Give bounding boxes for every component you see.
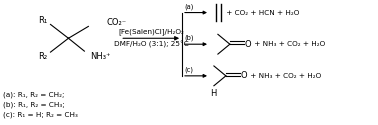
Text: CO₂⁻: CO₂⁻	[106, 18, 126, 27]
Text: (a): R₁, R₂ = CH₂;: (a): R₁, R₂ = CH₂;	[3, 92, 64, 98]
Text: (b): (b)	[184, 35, 194, 41]
Text: R₂: R₂	[38, 52, 47, 61]
Text: + NH₃ + CO₂ + H₂O: + NH₃ + CO₂ + H₂O	[252, 41, 325, 47]
Text: (c): R₁ = H; R₂ = CH₃: (c): R₁ = H; R₂ = CH₃	[3, 112, 77, 118]
Text: + CO₂ + HCN + H₂O: + CO₂ + HCN + H₂O	[224, 10, 299, 16]
Text: (b): R₁, R₂ = CH₃;: (b): R₁, R₂ = CH₃;	[3, 102, 64, 108]
Text: O: O	[241, 71, 248, 80]
Text: (c): (c)	[184, 66, 193, 73]
Text: (a): (a)	[184, 3, 194, 10]
Text: R₁: R₁	[38, 16, 47, 25]
Text: [Fe(Salen)Cl]/H₂O₂: [Fe(Salen)Cl]/H₂O₂	[118, 28, 184, 35]
Text: DMF/H₂O (3:1); 25°C: DMF/H₂O (3:1); 25°C	[114, 41, 189, 48]
Text: + NH₃ + CO₂ + H₂O: + NH₃ + CO₂ + H₂O	[248, 73, 321, 79]
Text: O: O	[245, 40, 251, 49]
Text: H: H	[210, 89, 216, 98]
Text: NH₃⁺: NH₃⁺	[90, 52, 111, 61]
